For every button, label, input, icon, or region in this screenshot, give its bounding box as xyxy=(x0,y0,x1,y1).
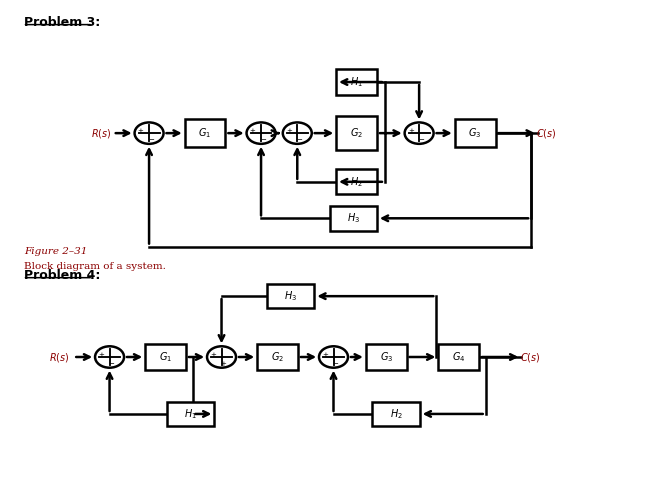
Text: −: − xyxy=(418,137,424,143)
Text: +: + xyxy=(98,351,104,358)
Text: Block diagram of a system.: Block diagram of a system. xyxy=(24,262,166,271)
Text: Figure 2–31: Figure 2–31 xyxy=(24,248,87,256)
Text: Problem 3:: Problem 3: xyxy=(24,16,100,29)
FancyBboxPatch shape xyxy=(329,205,377,231)
FancyBboxPatch shape xyxy=(366,344,407,370)
Circle shape xyxy=(247,122,275,144)
Circle shape xyxy=(283,122,311,144)
Circle shape xyxy=(405,122,434,144)
Text: $H_3$: $H_3$ xyxy=(284,289,297,303)
Text: −: − xyxy=(108,361,114,367)
Text: +: + xyxy=(322,351,328,358)
Circle shape xyxy=(135,122,163,144)
FancyBboxPatch shape xyxy=(167,402,214,426)
Text: −: − xyxy=(332,361,338,367)
Text: $C(s)$: $C(s)$ xyxy=(520,350,540,363)
Text: $H_3$: $H_3$ xyxy=(347,211,360,225)
FancyBboxPatch shape xyxy=(372,402,420,426)
Text: Problem 4:: Problem 4: xyxy=(24,269,100,283)
Circle shape xyxy=(319,346,348,368)
Text: $G_3$: $G_3$ xyxy=(380,350,393,364)
Text: +: + xyxy=(249,128,255,134)
FancyBboxPatch shape xyxy=(145,344,186,370)
Text: −: − xyxy=(148,137,154,143)
Text: $H_2$: $H_2$ xyxy=(390,407,402,421)
Text: $H_1$: $H_1$ xyxy=(350,75,363,89)
FancyBboxPatch shape xyxy=(267,284,314,308)
Text: $R(s)$: $R(s)$ xyxy=(49,350,70,363)
FancyBboxPatch shape xyxy=(336,116,377,150)
Text: $G_4$: $G_4$ xyxy=(452,350,466,364)
Text: $C(s)$: $C(s)$ xyxy=(536,127,557,140)
Text: $G_2$: $G_2$ xyxy=(271,350,284,364)
FancyBboxPatch shape xyxy=(455,119,496,147)
Text: $G_1$: $G_1$ xyxy=(159,350,172,364)
Text: $G_3$: $G_3$ xyxy=(468,126,482,140)
Text: +: + xyxy=(220,361,226,367)
Circle shape xyxy=(207,346,236,368)
Text: +: + xyxy=(210,351,216,358)
FancyBboxPatch shape xyxy=(438,344,479,370)
Text: $G_2$: $G_2$ xyxy=(350,126,363,140)
Text: $R(s)$: $R(s)$ xyxy=(91,127,111,140)
Text: +: + xyxy=(286,128,291,134)
FancyBboxPatch shape xyxy=(257,344,298,370)
Text: $H_2$: $H_2$ xyxy=(350,175,363,189)
FancyBboxPatch shape xyxy=(336,169,377,195)
Circle shape xyxy=(95,346,124,368)
Text: +: + xyxy=(408,128,414,134)
Text: −: − xyxy=(296,137,302,143)
Text: +: + xyxy=(137,128,143,134)
FancyBboxPatch shape xyxy=(185,119,225,147)
Text: −: − xyxy=(260,137,265,143)
Text: $G_1$: $G_1$ xyxy=(199,126,211,140)
Text: $H_1$: $H_1$ xyxy=(184,407,197,421)
FancyBboxPatch shape xyxy=(336,69,377,95)
